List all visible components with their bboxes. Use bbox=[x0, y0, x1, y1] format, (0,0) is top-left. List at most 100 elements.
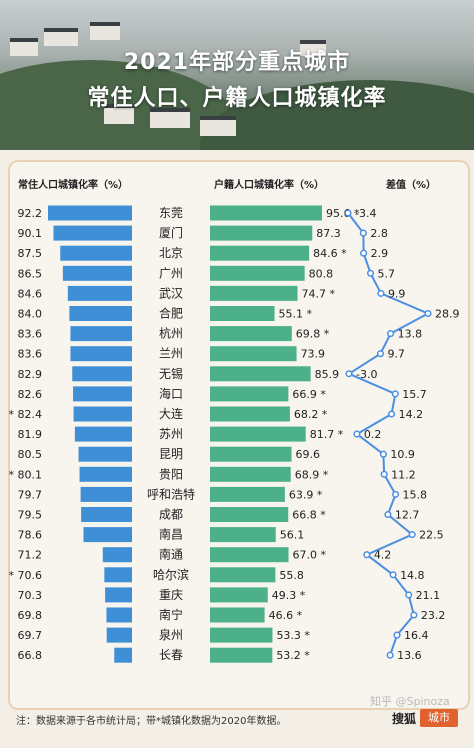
hukou-bar bbox=[210, 647, 273, 663]
resident-bar bbox=[104, 567, 132, 583]
resident-value-label: * 80.1 bbox=[9, 468, 43, 481]
hukou-value-label: 68.2 * bbox=[294, 408, 328, 421]
resident-bar bbox=[60, 245, 133, 261]
village-house bbox=[10, 38, 38, 56]
watermark: 知乎 @Spinoza bbox=[370, 695, 450, 708]
diff-value-label: 9.7 bbox=[387, 348, 405, 361]
resident-value-label: 71.2 bbox=[18, 549, 43, 562]
resident-bar bbox=[106, 607, 132, 623]
resident-bar bbox=[79, 466, 132, 482]
hukou-bar bbox=[210, 285, 298, 301]
city-label: 厦门 bbox=[159, 225, 183, 240]
hukou-bar bbox=[210, 386, 289, 402]
hukou-value-label: 85.9 bbox=[315, 368, 340, 381]
diff-point bbox=[379, 450, 387, 458]
resident-bar bbox=[80, 486, 132, 502]
brand-logo-badge: 城市 bbox=[420, 709, 458, 727]
city-label: 东莞 bbox=[159, 206, 183, 220]
resident-value-label: 69.8 bbox=[18, 609, 43, 622]
resident-value-label: 87.5 bbox=[18, 247, 43, 260]
hukou-bar bbox=[210, 265, 305, 281]
resident-bar bbox=[70, 326, 132, 342]
resident-bar bbox=[62, 265, 132, 281]
diff-point bbox=[408, 531, 416, 539]
resident-value-label: 86.5 bbox=[18, 267, 43, 280]
hukou-bar bbox=[210, 366, 311, 382]
diff-value-label: 22.5 bbox=[419, 529, 444, 542]
hukou-bar bbox=[210, 306, 275, 321]
diff-value-label: 13.8 bbox=[398, 328, 423, 341]
hukou-value-label: 84.6 * bbox=[313, 247, 347, 260]
hukou-bar bbox=[210, 346, 297, 362]
city-label: 呼和浩特 bbox=[147, 486, 195, 501]
hukou-bar bbox=[210, 245, 310, 261]
hukou-bar bbox=[210, 205, 322, 221]
resident-bar bbox=[69, 306, 132, 321]
city-label: 杭州 bbox=[159, 326, 183, 341]
hukou-bar bbox=[210, 527, 276, 543]
diff-point bbox=[424, 309, 432, 318]
resident-bar bbox=[74, 426, 132, 442]
resident-bar bbox=[81, 507, 132, 522]
hukou-bar bbox=[210, 406, 290, 422]
diff-value-label: 2.8 bbox=[370, 227, 388, 240]
city-label: 哈尔滨 bbox=[153, 567, 189, 582]
diff-point bbox=[405, 591, 413, 599]
hukou-value-label: 87.3 bbox=[316, 227, 341, 240]
resident-value-label: 84.0 bbox=[18, 308, 43, 321]
resident-bar bbox=[48, 205, 132, 221]
city-label: 大连 bbox=[159, 406, 183, 421]
diff-value-label: 11.2 bbox=[391, 468, 416, 481]
resident-bar bbox=[73, 386, 132, 402]
resident-value-label: 83.6 bbox=[18, 328, 43, 341]
chart-title-line2: 常住人口、户籍人口城镇化率 bbox=[87, 86, 387, 111]
diff-value-label: 16.4 bbox=[404, 629, 429, 642]
diff-value-label: 13.6 bbox=[397, 649, 422, 662]
resident-bar bbox=[114, 647, 132, 663]
diff-value-label: -3.0 bbox=[356, 368, 377, 381]
hukou-value-label: 63.9 * bbox=[289, 488, 323, 501]
hukou-bar bbox=[210, 507, 289, 522]
hukou-bar bbox=[210, 466, 291, 482]
diff-point bbox=[366, 269, 375, 277]
hukou-value-label: 55.1 * bbox=[279, 308, 313, 321]
resident-value-label: 81.9 bbox=[18, 428, 43, 441]
diff-point bbox=[363, 551, 371, 559]
city-label: 泉州 bbox=[159, 628, 183, 642]
diff-column-header: 差值（%） bbox=[386, 180, 437, 191]
hukou-bar bbox=[210, 547, 289, 563]
diff-value-label: 14.8 bbox=[400, 569, 425, 582]
diff-point bbox=[359, 229, 367, 237]
hukou-value-label: 56.1 bbox=[280, 529, 305, 542]
diff-value-label: -3.4 bbox=[355, 207, 376, 220]
village-house bbox=[200, 116, 236, 136]
resident-value-label: 70.3 bbox=[18, 589, 43, 602]
resident-bar bbox=[83, 527, 132, 543]
diff-point bbox=[393, 631, 401, 639]
diff-value-label: 0.2 bbox=[364, 428, 382, 441]
hukou-bar bbox=[210, 225, 313, 241]
diff-point bbox=[384, 510, 392, 519]
city-label: 南宁 bbox=[159, 607, 183, 622]
resident-bar bbox=[73, 406, 132, 422]
hukou-value-label: 81.7 * bbox=[310, 428, 344, 441]
hukou-value-label: 53.2 * bbox=[276, 649, 310, 662]
diff-value-label: 9.9 bbox=[388, 287, 406, 300]
city-label: 北京 bbox=[159, 246, 183, 260]
hukou-value-label: 66.8 * bbox=[292, 509, 326, 522]
resident-value-label: 78.6 bbox=[18, 529, 43, 542]
diff-value-label: 14.2 bbox=[399, 408, 424, 421]
diff-value-label: 10.9 bbox=[390, 448, 415, 461]
resident-column-header: 常住人口城镇化率（%） bbox=[18, 180, 129, 191]
resident-bar bbox=[67, 285, 132, 301]
hukou-value-label: 73.9 bbox=[301, 348, 326, 361]
resident-value-label: 92.2 bbox=[18, 207, 43, 220]
village-house bbox=[104, 104, 134, 124]
diff-point bbox=[344, 209, 352, 217]
hukou-value-label: 66.9 * bbox=[292, 388, 326, 401]
diff-point bbox=[389, 571, 397, 579]
village-house bbox=[150, 108, 190, 128]
diff-point bbox=[392, 490, 400, 498]
hukou-value-label: 46.6 * bbox=[269, 609, 303, 622]
diff-value-label: 15.8 bbox=[403, 488, 428, 501]
